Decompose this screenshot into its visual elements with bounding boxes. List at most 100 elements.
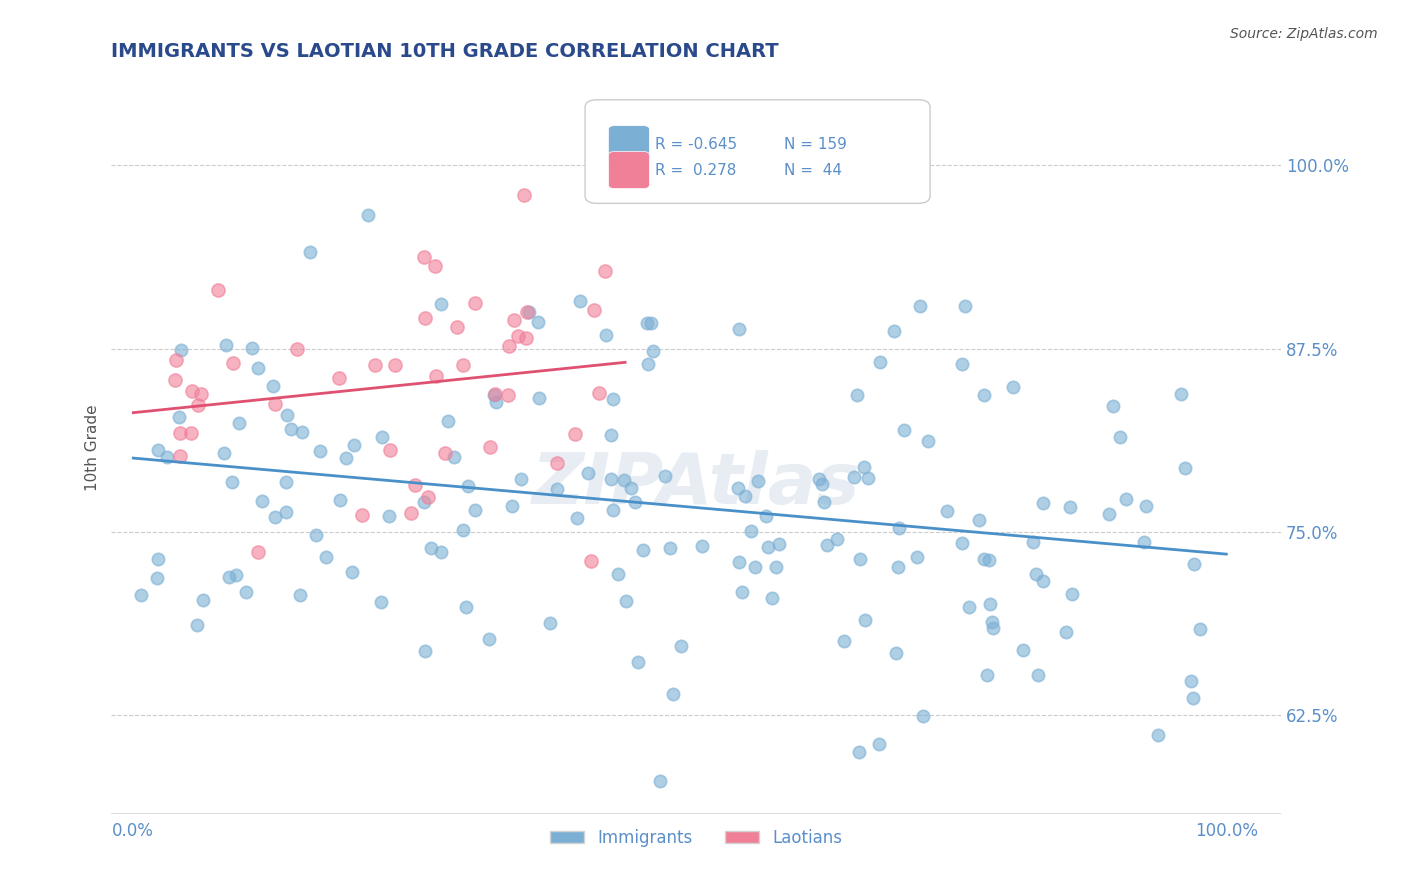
Point [156, 450, 179, 465]
Point [1032, 496, 1054, 510]
Point [169, 425, 191, 440]
Point [755, 509, 778, 524]
Point [1001, 379, 1024, 393]
Point [167, 409, 190, 424]
Point [190, 387, 212, 401]
Point [582, 302, 605, 317]
Point [849, 552, 872, 566]
Point [1133, 534, 1156, 549]
Point [842, 469, 865, 483]
Point [852, 459, 875, 474]
Text: R =  0.278: R = 0.278 [655, 162, 737, 178]
Point [298, 244, 321, 259]
Point [212, 446, 235, 460]
Point [576, 467, 599, 481]
Point [187, 398, 209, 412]
Point [636, 316, 658, 330]
Point [527, 391, 550, 405]
Point [727, 481, 749, 495]
Point [181, 384, 204, 399]
Point [264, 509, 287, 524]
Point [228, 416, 250, 430]
Point [513, 187, 536, 202]
Point [950, 357, 973, 371]
Point [418, 490, 440, 504]
Point [727, 322, 749, 336]
Point [214, 338, 236, 352]
Point [538, 616, 561, 631]
Point [637, 357, 659, 371]
Point [1098, 507, 1121, 521]
Point [262, 379, 284, 393]
Point [274, 504, 297, 518]
Point [352, 508, 374, 523]
Point [977, 552, 1000, 566]
Point [917, 434, 939, 449]
Point [728, 555, 751, 569]
Point [546, 482, 568, 496]
Point [981, 615, 1004, 630]
Point [264, 396, 287, 410]
Point [811, 477, 834, 491]
Point [624, 495, 647, 509]
Point [581, 554, 603, 568]
Point [498, 388, 520, 402]
Point [501, 500, 523, 514]
Point [180, 426, 202, 441]
Point [464, 296, 486, 310]
Point [163, 373, 186, 387]
Point [613, 473, 636, 487]
Point [983, 621, 1005, 635]
Point [744, 559, 766, 574]
Point [246, 545, 269, 559]
Point [825, 532, 848, 546]
Point [908, 299, 931, 313]
Point [643, 344, 665, 359]
Point [568, 293, 591, 308]
Point [357, 208, 380, 222]
Point [595, 328, 617, 343]
Point [905, 549, 928, 564]
Point [478, 632, 501, 646]
Point [1021, 535, 1043, 549]
Point [627, 655, 650, 669]
Point [602, 503, 624, 517]
Point [1059, 500, 1081, 515]
Point [1060, 587, 1083, 601]
Point [883, 324, 905, 338]
Point [973, 388, 995, 402]
Point [600, 427, 623, 442]
Point [662, 687, 685, 701]
Point [1182, 557, 1205, 571]
FancyBboxPatch shape [585, 100, 931, 203]
Point [602, 392, 624, 406]
Point [633, 542, 655, 557]
Point [979, 597, 1001, 611]
Point [517, 305, 540, 319]
Point [868, 737, 890, 751]
Point [247, 360, 270, 375]
Point [457, 479, 479, 493]
Point [893, 423, 915, 437]
Point [485, 395, 508, 409]
Point [564, 426, 586, 441]
Point [650, 773, 672, 788]
Point [364, 358, 387, 372]
Point [654, 469, 676, 483]
Point [1025, 566, 1047, 581]
Point [658, 541, 681, 555]
Point [845, 388, 868, 402]
Point [225, 568, 247, 582]
Point [1188, 622, 1211, 636]
Point [433, 445, 456, 459]
Point [165, 352, 187, 367]
Point [815, 538, 838, 552]
Point [146, 571, 169, 585]
Point [412, 250, 434, 264]
Point [328, 371, 350, 385]
Point [527, 314, 550, 328]
Point [207, 283, 229, 297]
Point [479, 440, 502, 454]
Point [503, 313, 526, 327]
Point [413, 310, 436, 325]
